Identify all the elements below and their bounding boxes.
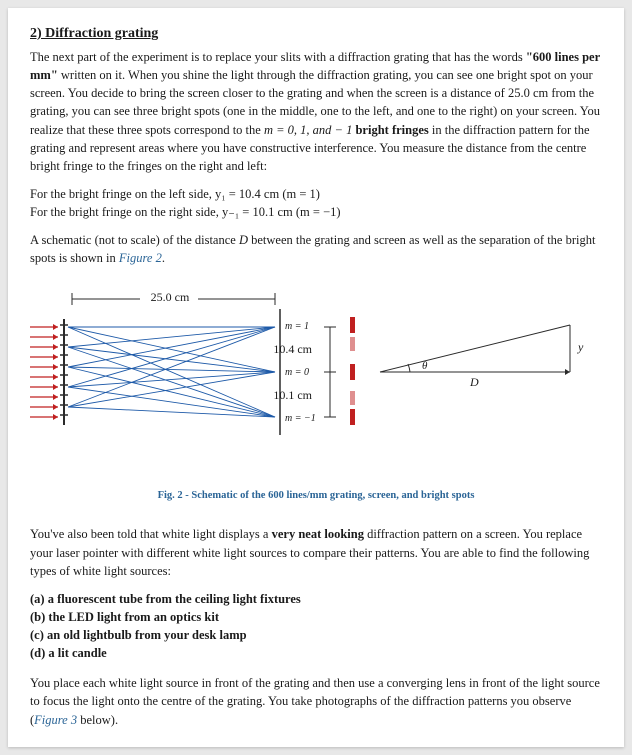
text: A schematic (not to scale) of the distan… [30, 233, 239, 247]
text: You've also been told that white light d… [30, 527, 272, 541]
section-heading: 2) Diffraction grating [30, 26, 602, 42]
distance-dimension: 25.0 cm [72, 289, 275, 305]
list-item-b: (b) the LED light from an optics kit [30, 608, 602, 626]
list-item-d: (d) a lit candle [30, 644, 602, 662]
document-page: 2) Diffraction grating The next part of … [8, 8, 624, 747]
bright-spots [350, 317, 355, 425]
d-label: D [469, 375, 479, 389]
text: The next part of the experiment is to re… [30, 50, 526, 64]
grating [60, 319, 68, 425]
m1-label: m = 1 [285, 321, 309, 332]
figure-caption: Fig. 2 - Schematic of the 600 lines/mm g… [30, 490, 602, 501]
diffracted-rays [68, 327, 275, 417]
y2-label: 10.1 cm [273, 388, 312, 402]
measurement-right: For the bright fringe on the right side,… [30, 203, 602, 221]
right-triangle: θ D y [380, 325, 584, 389]
dist-label: 25.0 cm [151, 290, 190, 304]
text: below). [77, 713, 118, 727]
theta-label: θ [422, 360, 428, 372]
figure-link: Figure 2 [119, 251, 162, 265]
paragraph-2: A schematic (not to scale) of the distan… [30, 231, 602, 267]
text-italic: D [239, 233, 248, 247]
text-bold: bright fringes [352, 123, 428, 137]
text-italic: m = 0, 1, and − 1 [264, 123, 352, 137]
paragraph-1: The next part of the experiment is to re… [30, 48, 602, 175]
y-dimension [324, 327, 336, 417]
list-item-c: (c) an old lightbulb from your desk lamp [30, 626, 602, 644]
list-item-a: (a) a fluorescent tube from the ceiling … [30, 590, 602, 608]
schematic-svg: 25.0 cm m = 1 m = 0 m = −1 [30, 279, 590, 479]
mn1-label: m = −1 [285, 413, 316, 424]
y-label: y [577, 340, 584, 354]
m0-label: m = 0 [285, 367, 309, 378]
paragraph-3: You've also been told that white light d… [30, 525, 602, 579]
text: . [162, 251, 165, 265]
y1-label: 10.4 cm [273, 342, 312, 356]
figure-link: Figure 3 [34, 713, 77, 727]
text-bold: very neat looking [272, 527, 364, 541]
measurement-left: For the bright fringe on the left side, … [30, 185, 602, 203]
paragraph-4: You place each white light source in fro… [30, 674, 602, 728]
figure-2: 25.0 cm m = 1 m = 0 m = −1 [30, 279, 602, 484]
incoming-rays [30, 324, 58, 420]
